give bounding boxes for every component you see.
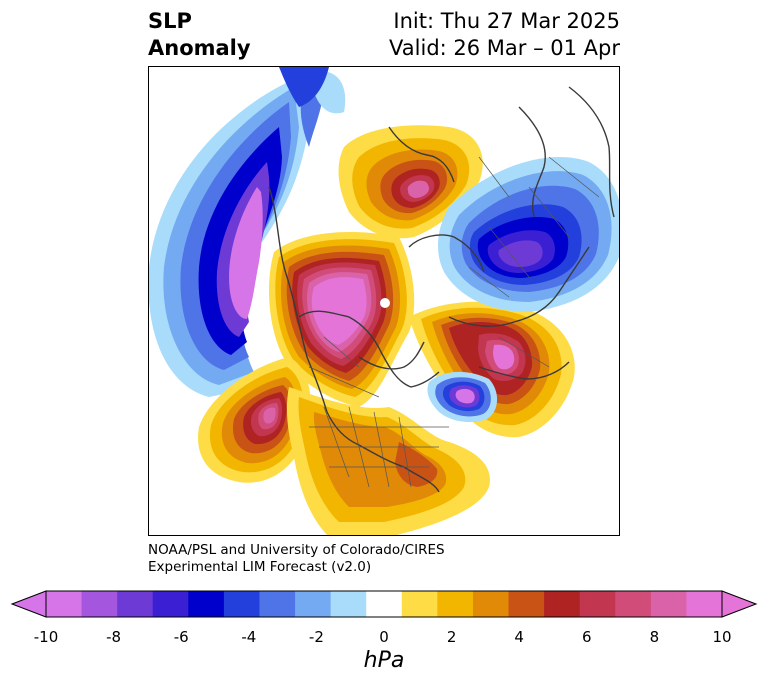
colorbar [10,590,758,618]
colorbar-outline [45,590,723,618]
colorbar-cell [46,591,83,617]
canada-high-anomaly [269,232,415,407]
colorbar-tick-label: -10 [33,628,59,646]
colorbar-cell [366,591,403,617]
title-line-1: SLP [148,9,192,33]
colorbar-cell [508,591,545,617]
colorbar-tick-label: 10 [712,628,732,646]
colorbar-tick-label: 0 [379,628,389,646]
colorbar-cell [81,591,118,617]
title-line-2: Anomaly [148,36,251,60]
colorbar-cells [46,591,723,617]
colorbar-cell [330,591,367,617]
credit-line-1: NOAA/PSL and University of Colorado/CIRE… [148,542,445,558]
colorbar-cell [472,591,510,617]
colorbar-tick-label: 8 [649,628,660,646]
colorbar-cell [686,591,723,617]
colorbar-cell [152,591,189,617]
colorbar-cell [615,591,652,617]
chart-title: SLP Anomaly [148,8,251,62]
colorbar-under-arrow [10,590,47,618]
subtropical-pacific-high-anomaly [198,357,311,483]
colorbar-cell [117,591,154,617]
credit-line-2: Experimental LIM Forecast (v2.0) [148,559,372,575]
arctic-high-anomaly [338,125,483,239]
colorbar-tick-label: -8 [106,628,122,646]
colorbar-over-arrow [721,590,758,618]
init-date: Init: Thu 27 Mar 2025 [393,9,620,33]
atlantic-europe-high-anomaly [409,301,575,438]
valid-range: Valid: 26 Mar – 01 Apr [389,36,620,60]
map-panel [148,66,620,536]
colorbar-cell [437,591,474,617]
siberia-low-anomaly [438,157,619,312]
colorbar-cell [650,591,687,617]
forecast-dates: Init: Thu 27 Mar 2025 Valid: 26 Mar – 01… [389,8,620,62]
colorbar-tick-label: -2 [308,628,324,646]
colorbar-cell [579,591,616,617]
colorbar-units: hPa [363,648,405,673]
pacific-low-anomaly [149,67,346,397]
anomaly-map [149,67,619,535]
colorbar-tick-label: -4 [241,628,257,646]
colorbar-cell [401,591,438,617]
colorbar-tick-label: 4 [514,628,524,646]
colorbar-cell [259,591,296,617]
colorbar-cell [544,591,581,617]
colorbar-tick-label: 2 [446,628,457,646]
colorbar-tick-label: -6 [173,628,189,646]
colorbar-cell [295,591,332,617]
labrador-low-anomaly [427,371,498,423]
borders [308,156,600,488]
colorbar-cell [188,591,225,617]
colorbar-cell [223,591,260,617]
credit-text: NOAA/PSL and University of Colorado/CIRE… [148,542,445,576]
colorbar-tick-label: 6 [582,628,592,646]
